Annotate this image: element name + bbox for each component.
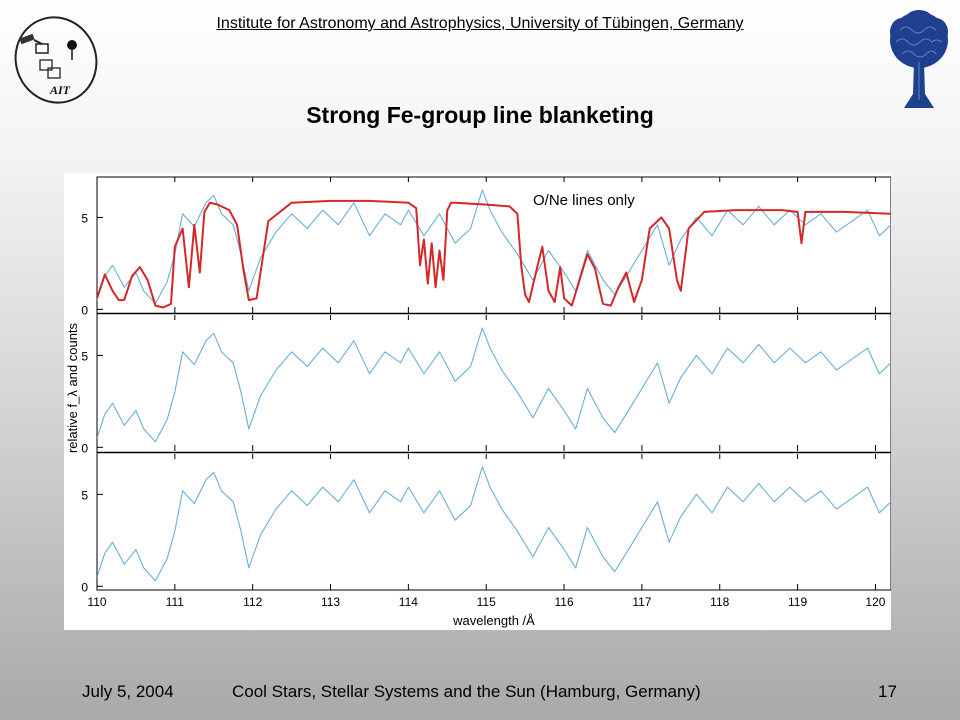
x-tick-label: 118 <box>710 595 729 609</box>
footer-page-number: 17 <box>878 682 897 701</box>
x-tick-label: 112 <box>243 595 262 609</box>
panel-3-series-group <box>97 466 891 582</box>
y-tick-label: 5 <box>81 488 88 502</box>
slide-title: Strong Fe-group line blanketing <box>306 102 654 128</box>
panel-1-series-line-1 <box>97 189 891 305</box>
x-tick-label: 110 <box>87 595 106 609</box>
plot-frame <box>96 176 892 591</box>
x-tick-label: 114 <box>399 595 418 609</box>
panel-2-series-line-1 <box>97 327 891 443</box>
x-axis-label: wavelength /Å <box>452 613 535 628</box>
x-tick-label: 116 <box>554 595 573 609</box>
x-tick-label: 117 <box>632 595 651 609</box>
ait-logo: AIT <box>8 14 104 106</box>
x-tick-label: 113 <box>321 595 340 609</box>
panel-1-series-group <box>97 189 891 309</box>
university-tree-logo <box>888 10 950 112</box>
x-tick-label: 119 <box>788 595 807 609</box>
footer-conference: Cool Stars, Stellar Systems and the Sun … <box>232 682 701 701</box>
y-tick-label: 0 <box>81 580 88 594</box>
y-tick-label: 0 <box>81 441 88 455</box>
x-tick-label: 115 <box>477 595 496 609</box>
x-tick-label: 120 <box>865 595 885 609</box>
institute-header: Institute for Astronomy and Astrophysics… <box>216 15 744 32</box>
y-tick-label: 0 <box>81 303 88 317</box>
panel-2-series-group <box>97 327 891 443</box>
y-tick-label: 5 <box>81 211 88 225</box>
y-tick-label: 5 <box>81 349 88 363</box>
panel-3-series-line-1 <box>97 466 891 582</box>
x-tick-label: 111 <box>166 595 185 609</box>
footer-date: July 5, 2004 <box>82 682 174 701</box>
panel-1-series-line-2 <box>97 199 891 309</box>
annotation-oneline-label: O/Ne lines only <box>533 192 635 209</box>
ait-logo-text: AIT <box>49 83 71 97</box>
y-axis-label: relative f_λ and counts <box>65 322 80 453</box>
spectrum-chart: 0 5 0 5 0 5 110 111 112 113 114 115 116 117 118 119 120 … <box>64 173 892 630</box>
